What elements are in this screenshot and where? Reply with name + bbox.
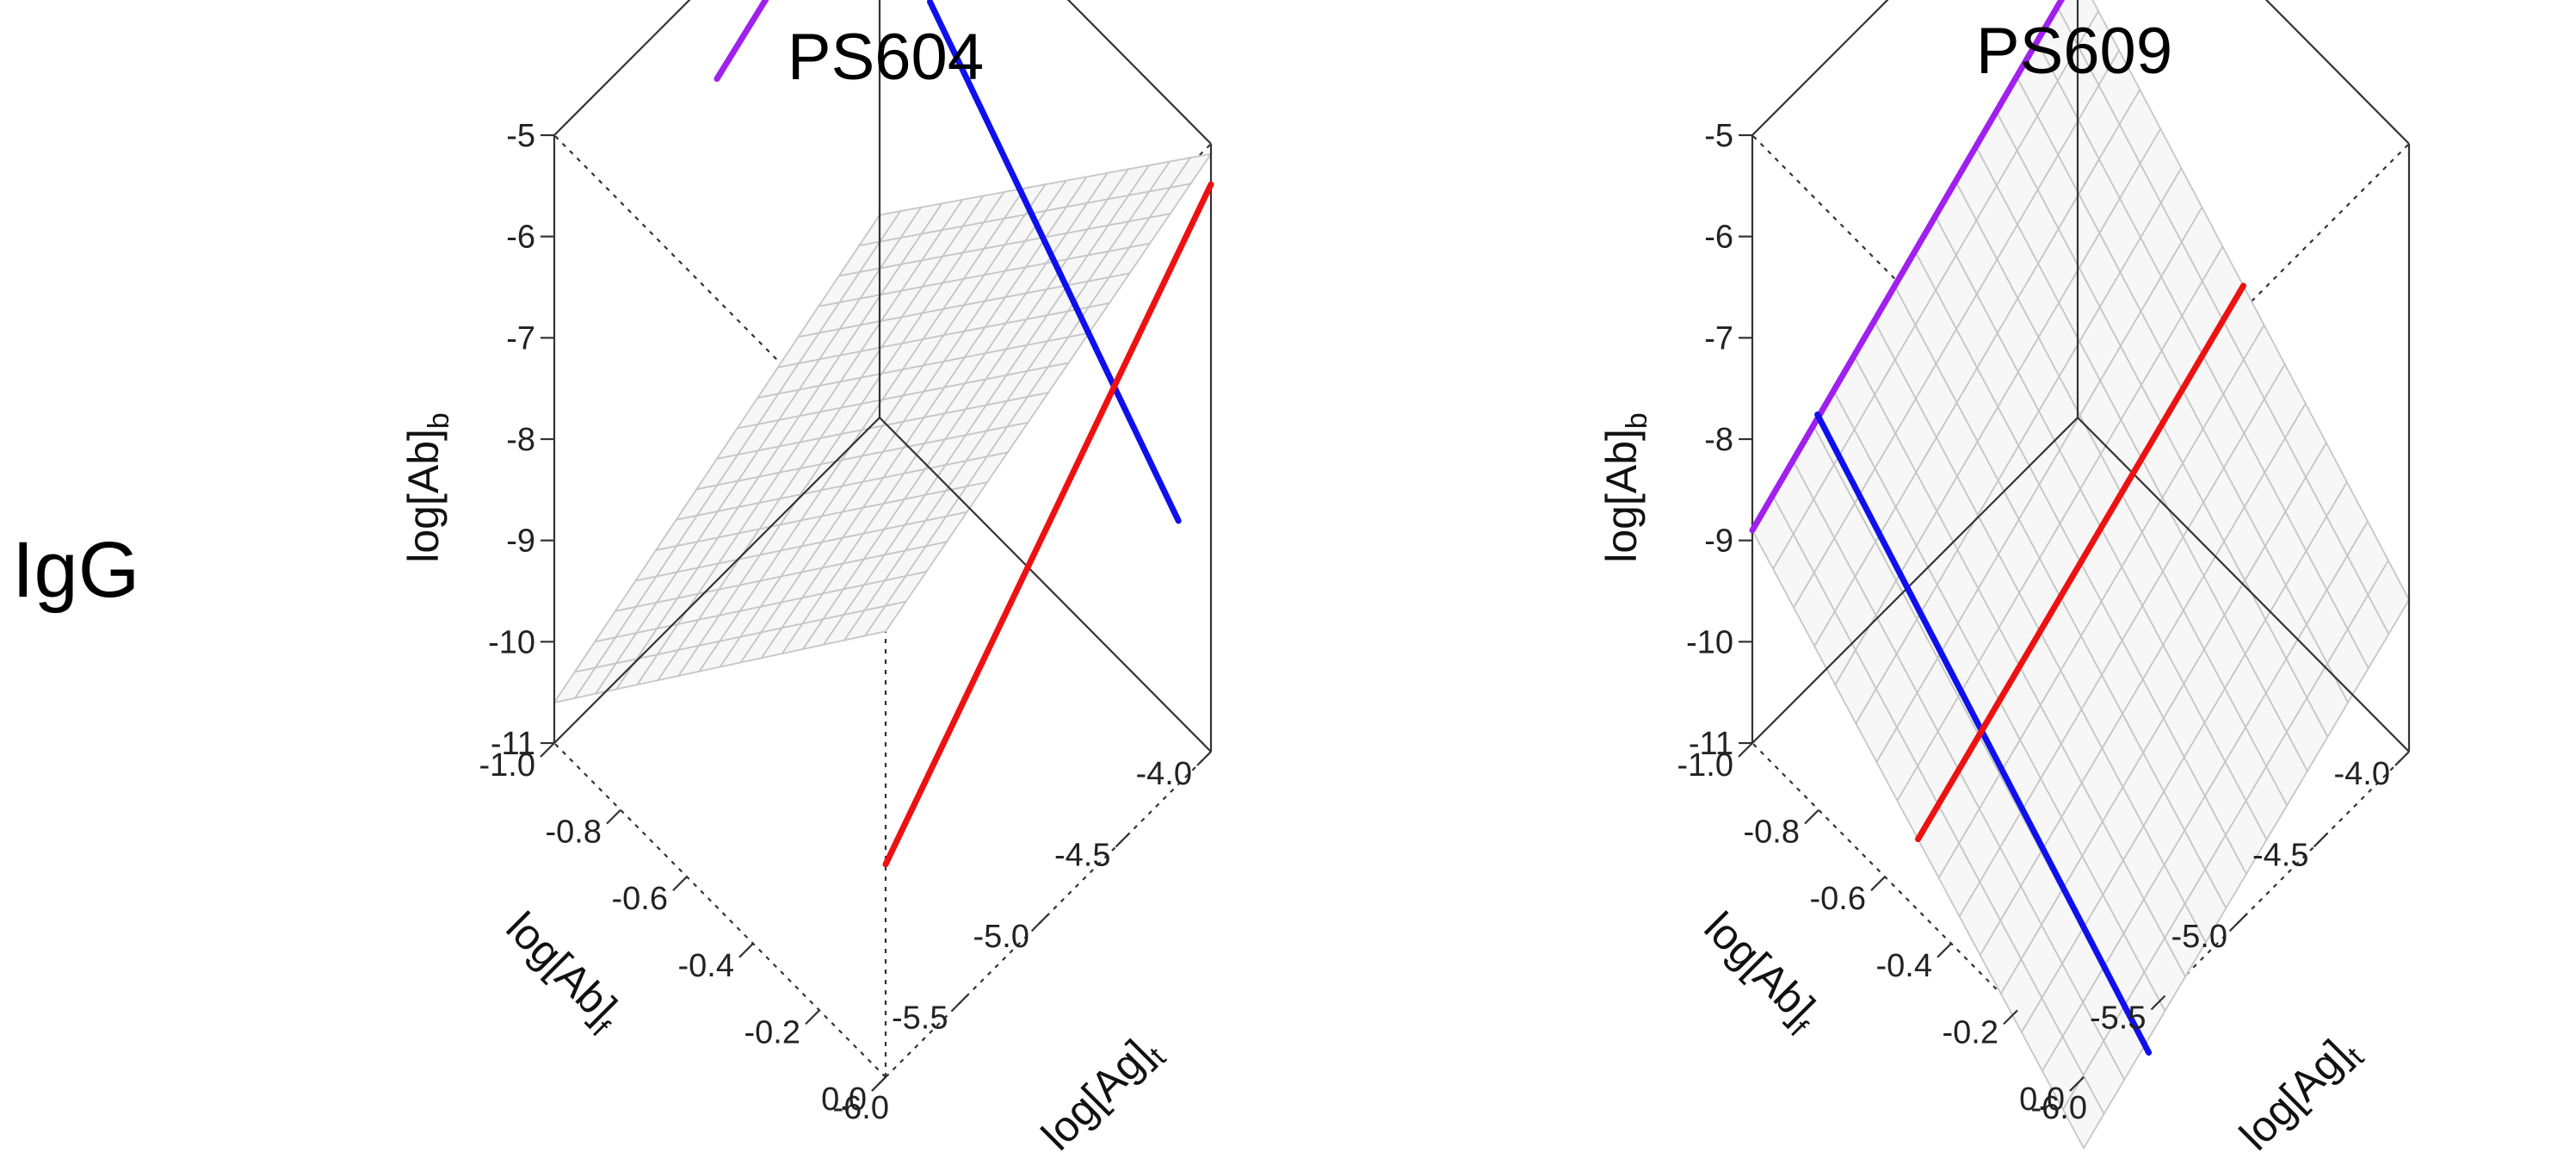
y-axis-label: log[Ag]t xyxy=(2230,1025,2370,1165)
x-axis-label: log[Ab]f xyxy=(491,903,632,1044)
x-axis-label-text: log[Ab] xyxy=(497,903,627,1032)
y-tick-label: -4.5 xyxy=(1054,838,1110,874)
box-edge-0 xyxy=(553,417,880,744)
y-tick-mark xyxy=(2150,994,2166,1011)
z-tick-label: -10 xyxy=(488,624,535,660)
x-tick-label: -0.2 xyxy=(1943,1014,1998,1050)
y-axis-label-text: log[Ag] xyxy=(2230,1031,2359,1160)
z-axis-label-subscript: b xyxy=(423,412,455,429)
z-tick-label: -11 xyxy=(491,726,535,762)
z-tick-label: -6 xyxy=(506,220,535,256)
y-axis-label-text: log[Ag] xyxy=(1032,1031,1161,1160)
y-tick-label: -6.0 xyxy=(833,1090,889,1126)
row-label-igg: IgG xyxy=(12,526,140,614)
y-tick-mark xyxy=(871,1076,886,1092)
series-line-red xyxy=(882,181,1214,868)
panel-ps604: -1.0-0.8-0.6-0.4-0.20.0-6.0-5.5-5.0-4.5-… xyxy=(399,0,1214,1165)
x-tick-mark xyxy=(1937,943,1952,958)
x-tick-label: -1.0 xyxy=(479,747,535,784)
z-axis-label-text: log[Ab] xyxy=(1597,429,1646,563)
z-tick-label: -10 xyxy=(1686,624,1733,660)
series-line-purple xyxy=(1749,0,2065,534)
box-edge-5 xyxy=(553,0,691,136)
x-tick-label: -0.6 xyxy=(612,881,668,917)
x-axis-ticks: -1.0 -0.8 -0.6 -0.4 -0.2 0.0 xyxy=(479,742,886,1118)
x-tick-label: -1.0 xyxy=(1677,747,1733,784)
x-tick-label: -0.8 xyxy=(546,815,602,851)
y-tick-label: -6.0 xyxy=(2031,1090,2087,1126)
x-axis-label-text: log[Ab] xyxy=(1696,903,1825,1032)
y-tick-label: -5.5 xyxy=(892,1001,948,1037)
series-line-blue xyxy=(927,0,1182,524)
y-axis-label: log[Ag]t xyxy=(1032,1025,1172,1165)
z-tick-label: -7 xyxy=(506,320,535,356)
series-line-purple xyxy=(713,0,769,82)
y-tick-mark xyxy=(1034,914,1049,929)
y-tick-mark xyxy=(952,994,968,1011)
surface-mesh xyxy=(1751,0,2411,1150)
x-tick-mark xyxy=(1870,876,1886,891)
x-axis-ticks: -1.0 -0.8 -0.6 -0.4 -0.2 0.0 xyxy=(1677,742,2085,1118)
x-tick-mark xyxy=(1738,742,1753,758)
y-tick-label: -4.0 xyxy=(1136,756,1192,792)
z-tick-label: -7 xyxy=(1704,320,1733,356)
chart-title: PS604 xyxy=(788,21,984,94)
y-tick-mark xyxy=(2313,832,2329,848)
x-tick-label: 0.0 xyxy=(2019,1081,2065,1118)
z-tick-label: -6 xyxy=(1704,220,1733,256)
surface-mesh xyxy=(553,152,1213,704)
x-tick-mark xyxy=(2003,1009,2018,1025)
z-axis-label-text: log[Ab] xyxy=(399,429,448,563)
y-tick-mark xyxy=(2394,751,2410,766)
z-tick-label: -9 xyxy=(1704,524,1733,560)
x-tick-mark xyxy=(606,809,621,825)
x-tick-mark xyxy=(1804,809,1819,825)
y-tick-mark xyxy=(1115,832,1131,848)
box-edge-6 xyxy=(2264,0,2410,145)
y-tick-label: -4.5 xyxy=(2252,838,2308,874)
y-tick-label: -5.0 xyxy=(973,919,1029,955)
x-tick-label: 0.0 xyxy=(821,1081,867,1118)
z-axis-label: log[Ab]b xyxy=(399,412,455,563)
z-tick-label: -5 xyxy=(1704,118,1733,154)
y-tick-mark xyxy=(2069,1076,2085,1092)
z-axis-label: log[Ab]b xyxy=(1597,412,1653,563)
y-tick-mark xyxy=(2232,914,2247,929)
box-edge-5 xyxy=(1751,0,1889,136)
z-tick-label: -9 xyxy=(506,524,535,560)
z-tick-label: -8 xyxy=(1704,422,1733,458)
y-tick-label: -5.0 xyxy=(2171,919,2227,955)
x-tick-label: -0.8 xyxy=(1744,815,1800,851)
box-edge-0 xyxy=(1751,417,2079,744)
z-tick-label: -8 xyxy=(506,422,535,458)
z-axis-ticks: -5 -6 -7 -8 -9 -10 -11 xyxy=(1686,118,1752,762)
x-tick-mark xyxy=(805,1009,820,1025)
panel-ps609: -1.0-0.8-0.6-0.4-0.20.0-6.0-5.5-5.0-4.5-… xyxy=(1597,0,2411,1165)
x-tick-mark xyxy=(672,876,688,891)
x-tick-label: -0.6 xyxy=(1810,881,1866,917)
x-tick-label: -0.4 xyxy=(678,948,734,984)
box-edge-6 xyxy=(1066,0,1212,145)
chart-title: PS609 xyxy=(1976,15,2172,88)
y-tick-mark xyxy=(1196,751,1212,766)
y-tick-label: -4.0 xyxy=(2334,756,2390,792)
x-tick-mark xyxy=(738,943,754,958)
x-tick-label: -0.4 xyxy=(1876,948,1932,984)
z-tick-label: -5 xyxy=(506,118,535,154)
y-tick-label: -5.5 xyxy=(2090,1001,2146,1037)
z-tick-label: -11 xyxy=(1689,726,1733,762)
y-axis-ticks: -6.0 -5.5 -5.0 -4.5 -4.0 xyxy=(833,751,1212,1126)
series-line-red xyxy=(1915,282,2246,843)
x-tick-label: -0.2 xyxy=(744,1014,800,1050)
box-edge-1 xyxy=(879,417,1212,753)
x-tick-mark xyxy=(540,742,555,758)
z-axis-label-subscript: b xyxy=(1621,412,1653,429)
y-axis-ticks: -6.0 -5.5 -5.0 -4.5 -4.0 xyxy=(2031,751,2410,1126)
z-axis-ticks: -5 -6 -7 -8 -9 -10 -11 xyxy=(488,118,554,762)
x-axis-label: log[Ab]f xyxy=(1690,903,1830,1044)
